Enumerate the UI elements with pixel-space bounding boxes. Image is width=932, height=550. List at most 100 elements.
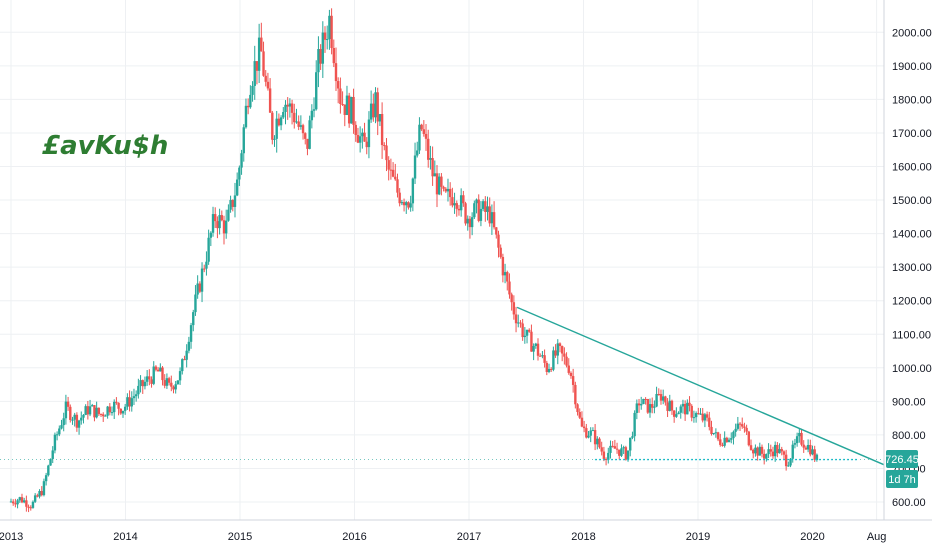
candle-body xyxy=(600,447,603,452)
countdown-badge-text: 1d 7h xyxy=(888,474,916,486)
y-tick-label: 600.00 xyxy=(892,497,926,509)
candle-body xyxy=(238,167,241,180)
candle-body xyxy=(547,368,551,372)
candle-body xyxy=(582,426,586,429)
candle-body xyxy=(154,366,158,370)
candle-body xyxy=(569,372,573,377)
candle-body xyxy=(664,396,667,403)
candle-body xyxy=(576,404,579,413)
descending-trendline[interactable] xyxy=(516,306,893,470)
candle-body xyxy=(220,215,224,221)
candle-body xyxy=(725,437,729,443)
candle-body xyxy=(466,218,469,224)
candle-body xyxy=(607,452,610,460)
candle-body xyxy=(462,195,465,204)
candle-body xyxy=(464,203,467,224)
candle-body xyxy=(77,420,81,428)
candle-body xyxy=(374,92,377,118)
candle-body xyxy=(442,186,445,189)
candle-body xyxy=(126,397,129,407)
candle-body xyxy=(633,412,636,437)
candle-body xyxy=(457,208,461,211)
candle-body xyxy=(433,173,437,177)
candle-body xyxy=(565,356,568,366)
drawings xyxy=(0,306,893,470)
candle-body xyxy=(532,345,535,352)
candle-body xyxy=(233,195,237,207)
candle-body xyxy=(560,346,564,354)
candle-body xyxy=(446,188,450,192)
candle-body xyxy=(492,212,496,228)
candle-body xyxy=(705,414,709,418)
y-tick-label: 1800.00 xyxy=(892,94,932,106)
candle-body xyxy=(800,432,803,445)
candle-body xyxy=(192,312,195,326)
candle-body xyxy=(732,431,735,439)
x-tick-label: 2020 xyxy=(800,531,824,543)
candle-body xyxy=(312,109,316,111)
y-tick-label: 1700.00 xyxy=(892,128,932,140)
candle-body xyxy=(554,350,557,356)
candle-body xyxy=(539,355,542,357)
candle-body xyxy=(165,378,169,386)
candle-body xyxy=(769,449,772,452)
x-tick-label: 2017 xyxy=(457,531,481,543)
candle-body xyxy=(541,355,544,357)
candle-body xyxy=(352,96,355,125)
candle-body xyxy=(622,447,625,449)
candle-body xyxy=(242,127,245,154)
candle-body xyxy=(427,138,430,160)
candle-body xyxy=(383,145,386,147)
candle-body xyxy=(719,439,722,445)
candle-body xyxy=(481,201,485,209)
candle-body xyxy=(172,386,175,390)
y-tick-label: 900.00 xyxy=(892,396,926,408)
candle-body xyxy=(277,118,281,126)
candle-body xyxy=(431,158,434,177)
candle-body xyxy=(475,199,478,204)
candle-body xyxy=(556,343,559,356)
candle-body xyxy=(809,444,812,455)
candle-body xyxy=(473,203,476,218)
candle-body xyxy=(121,410,125,414)
x-tick-label: 2013 xyxy=(0,531,23,543)
candle-body xyxy=(396,179,399,193)
candle-body xyxy=(490,212,494,224)
candle-body xyxy=(760,446,764,454)
candle-body xyxy=(815,454,819,461)
candle-body xyxy=(181,359,184,372)
candle-body xyxy=(222,220,226,234)
x-tick-label: 2018 xyxy=(571,531,595,543)
candle-body xyxy=(694,413,698,418)
candle-body xyxy=(644,398,647,400)
candle-body xyxy=(589,430,592,436)
last-price-badge-text: 726.45 xyxy=(885,454,919,466)
candle-body xyxy=(295,121,298,123)
candle-body xyxy=(543,355,546,363)
candle-body xyxy=(378,114,382,122)
candle-body xyxy=(42,481,46,496)
candle-body xyxy=(251,85,254,95)
candle-body xyxy=(51,450,54,459)
candle-body xyxy=(216,221,219,229)
candle-body xyxy=(470,217,474,228)
candle-body xyxy=(356,134,360,143)
candle-body xyxy=(108,406,112,413)
candle-body xyxy=(115,401,118,403)
candle-body xyxy=(651,404,654,408)
candle-body xyxy=(624,447,628,460)
candle-body xyxy=(244,105,248,128)
candle-body xyxy=(55,434,59,436)
candle-body xyxy=(31,501,35,508)
candle-body xyxy=(752,449,755,454)
candle-body xyxy=(418,124,421,151)
candle-body xyxy=(123,406,127,411)
candle-body xyxy=(558,343,562,347)
candle-body xyxy=(648,404,652,413)
candle-body xyxy=(227,209,230,221)
candle-body xyxy=(14,503,17,505)
y-tick-label: 1900.00 xyxy=(892,61,932,73)
candle-body xyxy=(132,396,136,399)
candle-body xyxy=(806,444,810,450)
